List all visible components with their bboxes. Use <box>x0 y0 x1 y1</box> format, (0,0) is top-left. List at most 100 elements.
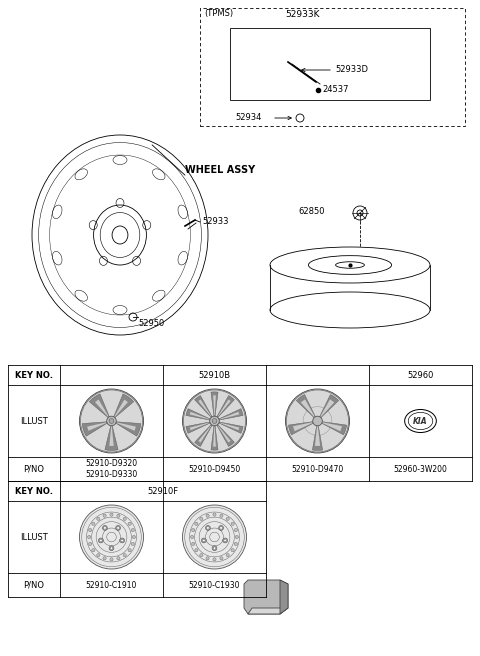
Polygon shape <box>95 400 108 417</box>
Text: ILLUST: ILLUST <box>20 417 48 426</box>
Circle shape <box>89 543 92 546</box>
Polygon shape <box>219 422 243 434</box>
Circle shape <box>117 557 120 560</box>
Circle shape <box>195 548 198 552</box>
Polygon shape <box>288 422 313 435</box>
Circle shape <box>220 557 223 560</box>
Circle shape <box>206 527 209 529</box>
Ellipse shape <box>270 247 430 283</box>
Circle shape <box>200 518 203 520</box>
Polygon shape <box>87 422 107 431</box>
Circle shape <box>80 505 144 569</box>
Polygon shape <box>211 392 218 417</box>
Polygon shape <box>220 412 239 419</box>
Circle shape <box>226 554 229 557</box>
Circle shape <box>182 389 247 453</box>
Circle shape <box>123 554 126 557</box>
Circle shape <box>231 548 234 552</box>
Circle shape <box>104 527 106 529</box>
Circle shape <box>87 535 91 539</box>
Circle shape <box>121 539 123 542</box>
Polygon shape <box>190 412 209 419</box>
Circle shape <box>116 525 120 530</box>
Circle shape <box>117 527 120 529</box>
Circle shape <box>234 529 238 531</box>
Circle shape <box>212 419 217 423</box>
Circle shape <box>220 527 222 529</box>
Polygon shape <box>190 422 209 430</box>
Text: 62850: 62850 <box>299 207 325 216</box>
Text: WHEEL ASSY: WHEEL ASSY <box>185 165 255 175</box>
Text: 24537: 24537 <box>322 85 348 94</box>
Circle shape <box>212 546 217 550</box>
Circle shape <box>192 529 195 531</box>
Circle shape <box>132 535 135 539</box>
Circle shape <box>202 538 206 543</box>
Circle shape <box>120 538 124 543</box>
Text: 52910B: 52910B <box>198 371 230 380</box>
Text: 52960: 52960 <box>408 371 434 380</box>
Polygon shape <box>218 400 230 417</box>
Polygon shape <box>109 426 114 446</box>
Circle shape <box>203 539 205 542</box>
Circle shape <box>97 518 100 520</box>
Text: 52950: 52950 <box>138 319 164 327</box>
Text: ILLUST: ILLUST <box>20 533 48 541</box>
Polygon shape <box>116 422 141 436</box>
Circle shape <box>210 416 219 426</box>
Polygon shape <box>315 426 320 446</box>
Circle shape <box>192 543 195 546</box>
Text: 52910-D9450: 52910-D9450 <box>188 464 240 474</box>
Polygon shape <box>293 422 312 431</box>
Polygon shape <box>114 400 128 417</box>
Text: 52910-D9470: 52910-D9470 <box>291 464 344 474</box>
Polygon shape <box>218 426 230 443</box>
Circle shape <box>182 505 247 569</box>
Circle shape <box>220 514 223 518</box>
Text: 52960-3W200: 52960-3W200 <box>394 464 447 474</box>
Circle shape <box>205 525 210 530</box>
Circle shape <box>89 529 92 531</box>
Circle shape <box>223 538 228 543</box>
Text: 52934: 52934 <box>235 113 262 123</box>
Text: 52910-C1910: 52910-C1910 <box>86 581 137 590</box>
Polygon shape <box>195 424 212 447</box>
Polygon shape <box>248 608 288 614</box>
Circle shape <box>213 547 216 550</box>
Text: 52933D: 52933D <box>335 66 368 75</box>
Circle shape <box>286 389 349 453</box>
Polygon shape <box>186 422 210 434</box>
Polygon shape <box>322 422 347 435</box>
Circle shape <box>110 547 113 550</box>
Text: P/NO: P/NO <box>24 464 45 474</box>
Polygon shape <box>89 394 109 418</box>
Text: 52910F: 52910F <box>147 487 179 495</box>
Circle shape <box>97 554 100 557</box>
Circle shape <box>206 514 209 518</box>
Circle shape <box>99 539 102 542</box>
Polygon shape <box>217 396 234 417</box>
Polygon shape <box>320 400 334 417</box>
Circle shape <box>213 558 216 561</box>
Polygon shape <box>198 426 211 443</box>
Circle shape <box>195 522 198 525</box>
Circle shape <box>234 543 238 546</box>
Circle shape <box>103 557 106 560</box>
Polygon shape <box>280 580 288 614</box>
Circle shape <box>231 522 234 525</box>
Circle shape <box>131 543 134 546</box>
Polygon shape <box>198 400 211 417</box>
Circle shape <box>103 514 106 518</box>
Circle shape <box>235 535 239 539</box>
Text: 52933K: 52933K <box>285 10 320 19</box>
Circle shape <box>109 419 114 423</box>
Polygon shape <box>117 422 136 431</box>
Polygon shape <box>323 422 342 431</box>
Circle shape <box>213 513 216 516</box>
Bar <box>200 8 465 126</box>
Polygon shape <box>195 396 212 417</box>
Polygon shape <box>220 422 239 430</box>
Polygon shape <box>296 394 315 418</box>
Circle shape <box>103 525 108 530</box>
Circle shape <box>191 535 194 539</box>
